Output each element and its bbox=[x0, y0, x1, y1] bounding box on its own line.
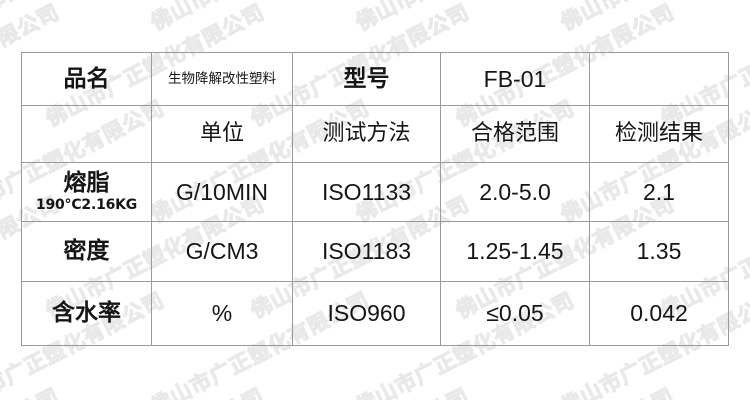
property-moisture-content-text: 含水率 bbox=[52, 300, 121, 327]
property-density-text: 密度 bbox=[63, 238, 110, 265]
result-moisture-content: 0.042 bbox=[589, 281, 729, 346]
unit-melt-index: G/10MIN bbox=[151, 162, 293, 222]
unit-melt-index-text: G/10MIN bbox=[175, 178, 269, 205]
watermark-text: 佛山市广正塑化有限公司 bbox=[145, 0, 374, 37]
watermark-text: 佛山市广正塑化有限公司 bbox=[350, 0, 579, 37]
label-product-name-text: 品名 bbox=[63, 65, 110, 92]
specification-table: 品名 生物降解改性塑料 型号 FB-01 单位 测试方法 合格范围 检测结果熔脂 190°C2.… bbox=[21, 52, 729, 346]
result-moisture-content-text: 0.042 bbox=[630, 300, 688, 327]
property-density: 密度 bbox=[21, 221, 152, 282]
method-melt-index-text: ISO1133 bbox=[321, 178, 412, 205]
watermark-text: 佛山市广正塑化有限公司 bbox=[655, 380, 750, 400]
method-density-text: ISO1183 bbox=[321, 238, 412, 265]
label-model-text: 型号 bbox=[343, 65, 390, 92]
property-moisture-content: 含水率 bbox=[21, 281, 152, 346]
header-unit: 单位 bbox=[151, 105, 293, 163]
value-product-name-text: 生物降解改性塑料 bbox=[168, 71, 276, 87]
cell-empty-header bbox=[589, 52, 729, 106]
header-test-method: 测试方法 bbox=[292, 105, 441, 163]
range-density: 1.25-1.45 bbox=[440, 221, 590, 282]
property-melt-index: 熔脂 190°C2.16KG bbox=[21, 162, 152, 222]
watermark-text: 佛山市广正塑化有限公司 bbox=[0, 0, 169, 37]
watermark-text: 佛山市广正塑化有限公司 bbox=[0, 380, 64, 400]
label-product-name: 品名 bbox=[21, 52, 152, 106]
property-melt-index-stack: 熔脂 190°C2.16KG bbox=[24, 170, 149, 213]
watermark-text: 佛山市广正塑化有限公司 bbox=[40, 380, 269, 400]
header-qualified-range: 合格范围 bbox=[440, 105, 590, 163]
label-model: 型号 bbox=[292, 52, 441, 106]
table-row: 密度 G/CM3 ISO1183 1.25-1.45 1.35 bbox=[21, 221, 729, 282]
method-moisture-content-text: ISO960 bbox=[327, 300, 406, 327]
method-melt-index: ISO1133 bbox=[292, 162, 441, 222]
result-melt-index: 2.1 bbox=[589, 162, 729, 222]
range-density-text: 1.25-1.45 bbox=[466, 238, 564, 265]
value-model-text: FB-01 bbox=[483, 65, 547, 92]
range-moisture-content-text: ≤0.05 bbox=[486, 300, 544, 327]
header-unit-text: 单位 bbox=[199, 120, 244, 146]
watermark-text: 佛山市广正塑化有限公司 bbox=[245, 380, 474, 400]
property-melt-index-main: 熔脂 bbox=[63, 170, 110, 197]
watermark-text: 佛山市广正塑化有限公司 bbox=[555, 0, 750, 37]
unit-moisture-content-text: % bbox=[211, 300, 233, 327]
unit-density-text: G/CM3 bbox=[185, 238, 259, 265]
unit-density: G/CM3 bbox=[151, 221, 293, 282]
result-melt-index-text: 2.1 bbox=[643, 178, 675, 205]
watermark-text: 佛山市广正塑化有限公司 bbox=[450, 380, 679, 400]
header-qualified-range-text: 合格范围 bbox=[470, 120, 559, 146]
table-row: 单位 测试方法 合格范围 检测结果 bbox=[21, 105, 729, 163]
value-model: FB-01 bbox=[440, 52, 590, 106]
value-product-name: 生物降解改性塑料 bbox=[151, 52, 293, 106]
header-test-result: 检测结果 bbox=[589, 105, 729, 163]
method-moisture-content: ISO960 bbox=[292, 281, 441, 346]
table-row: 品名 生物降解改性塑料 型号 FB-01 bbox=[21, 52, 729, 106]
table-row: 含水率% ISO960 ≤0.05 0.042 bbox=[21, 281, 729, 346]
header-test-method-text: 测试方法 bbox=[322, 120, 411, 146]
range-melt-index: 2.0-5.0 bbox=[440, 162, 590, 222]
specification-table-container: 品名 生物降解改性塑料 型号 FB-01 单位 测试方法 合格范围 检测结果熔脂 190°C2.… bbox=[21, 52, 729, 346]
unit-moisture-content: % bbox=[151, 281, 293, 346]
range-melt-index-text: 2.0-5.0 bbox=[479, 178, 551, 205]
result-density: 1.35 bbox=[589, 221, 729, 282]
method-density: ISO1183 bbox=[292, 221, 441, 282]
result-density-text: 1.35 bbox=[636, 238, 682, 265]
table-row: 熔脂 190°C2.16KG G/10MIN ISO1133 2.0-5.0 2.1 bbox=[21, 162, 729, 222]
header-test-result-text: 检测结果 bbox=[614, 120, 703, 146]
property-melt-index-condition: 190°C2.16KG bbox=[35, 196, 138, 213]
cell-empty-corner bbox=[21, 105, 152, 163]
range-moisture-content: ≤0.05 bbox=[440, 281, 590, 346]
